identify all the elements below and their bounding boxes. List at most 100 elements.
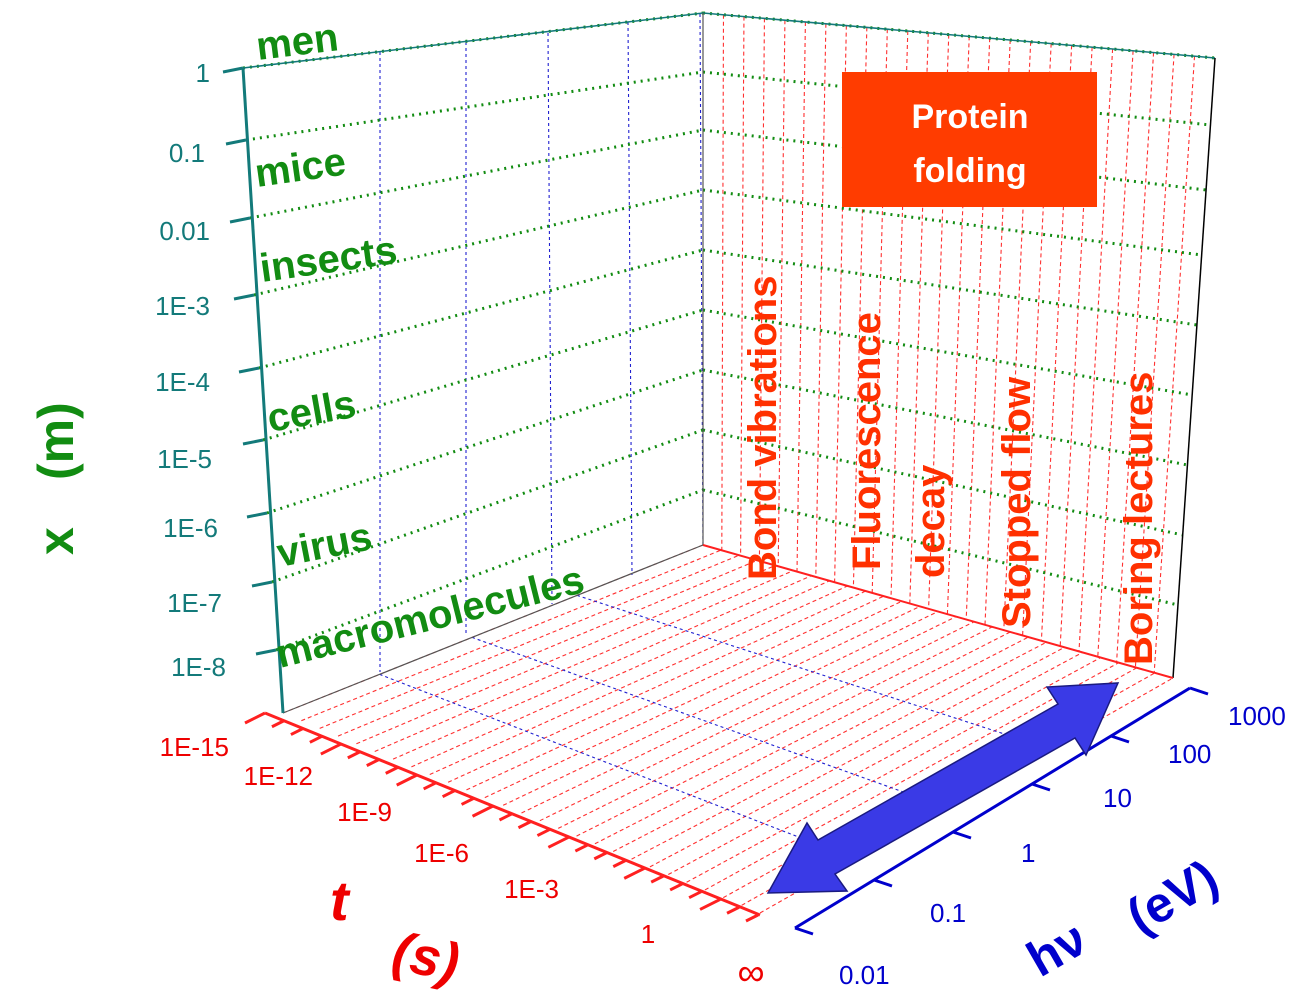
back-wall-time-gridline: [1134, 54, 1175, 668]
time-label-decay: decay: [909, 464, 953, 578]
floor-time-gridline: [356, 564, 776, 745]
t-axis-tick: [422, 781, 437, 791]
x-tick-label: 0.01: [159, 216, 210, 246]
size-gridline: [702, 368, 1188, 467]
t-axis-title: t (s): [330, 869, 465, 993]
t-axis-tick: [320, 742, 342, 756]
hv-axis-tick: [1031, 782, 1051, 792]
hv-axis-tick: [873, 878, 893, 888]
t-tick-label: 1E-9: [337, 797, 392, 827]
floor-time-gridline: [539, 616, 957, 822]
x-axis-tick: [242, 438, 264, 446]
t-axis-tick: [471, 804, 494, 818]
x-tick-label: 1E-6: [163, 513, 218, 543]
floor-energy-gridlines: [379, 594, 1050, 860]
floor-time-gridline: [649, 646, 1065, 868]
hv-axis-title: hν (eV): [1018, 849, 1228, 988]
x-axis-tick: [229, 216, 251, 224]
back-wall-time-gridline: [796, 21, 806, 572]
back-wall-time-gridline: [946, 36, 970, 615]
hv-axis-line: [794, 686, 1191, 930]
t-tick-label: 1: [641, 919, 655, 949]
back-wall-energy-gridline: [627, 21, 633, 576]
x-axis-tick: [233, 293, 255, 301]
hv-tick-label: 10: [1103, 783, 1132, 813]
back-wall-time-gridline: [965, 38, 991, 620]
t-axis-tick: [498, 812, 513, 822]
x-axis-line: [241, 67, 285, 714]
t-axis-tick: [574, 843, 589, 853]
back-wall-time-gridline: [1097, 50, 1134, 657]
floor-time-gridline: [466, 595, 885, 791]
t-axis-tick: [517, 820, 532, 830]
t-axis-title-unit: (s): [388, 921, 465, 993]
x-axis-tick: [225, 138, 247, 146]
protein-folding-line2: folding: [913, 152, 1026, 190]
x-axis-tick: [246, 511, 268, 519]
size-label-macromolecules: macromolecules: [272, 558, 589, 677]
box-frame: [242, 12, 1216, 714]
t-axis-tick: [669, 882, 683, 892]
t-axis-tick: [547, 835, 570, 849]
time-label-stopped-flow: Stopped flow: [995, 376, 1039, 628]
floor-time-gridline: [612, 636, 1029, 852]
hv-axis-title-unit: (eV): [1118, 849, 1228, 945]
floor-time-gridline: [686, 657, 1101, 883]
x-tick-label: 1E-3: [155, 291, 210, 321]
hv-axis-ticks: [794, 686, 1209, 936]
floor-time-gridline: [411, 580, 830, 768]
hv-axis: [794, 686, 1209, 936]
hv-axis-tick: [794, 926, 814, 936]
size-label-men: men: [254, 15, 341, 69]
floor-energy-gridline: [379, 673, 856, 860]
back-wall-time-gridline: [928, 34, 950, 609]
x-tick-label: 1E-5: [157, 444, 212, 474]
size-label-virus: virus: [273, 514, 375, 575]
back-wall-energy-gridline: [547, 32, 553, 605]
floor-time-gridline: [704, 662, 1120, 891]
t-axis-tick: [290, 727, 304, 736]
t-axis-tick: [623, 867, 645, 880]
hv-tick-label: 0.01: [839, 960, 890, 990]
size-gridline: [275, 488, 704, 652]
time-labels: Bond vibrations Fluorescence decay Stopp…: [741, 276, 1161, 665]
size-gridline: [245, 70, 704, 142]
x-axis-tick-labels: 1 0.1 0.01 1E-3 1E-4 1E-5 1E-6 1E-7 1E-8: [155, 58, 226, 682]
t-axis-tick: [385, 766, 399, 775]
size-label-cells: cells: [264, 382, 359, 441]
floor-time-gridline: [557, 621, 975, 829]
floor-time-gridline: [392, 575, 812, 760]
t-axis-tick: [536, 828, 551, 837]
t-tick-label-infinity: ∞: [737, 952, 764, 994]
t-axis-tick: [366, 758, 380, 767]
x-axis: [222, 66, 285, 714]
floor-time-gridline: [631, 641, 1047, 860]
hv-tick-label: 1: [1021, 838, 1035, 868]
floor-time-gridline: [521, 611, 939, 814]
x-axis-tick: [222, 66, 244, 74]
t-axis-tick: [271, 719, 285, 729]
t-axis-tick: [745, 913, 759, 923]
x-axis-title: x (m): [28, 402, 84, 555]
x-tick-label: 1E-4: [155, 367, 210, 397]
size-gridline: [702, 308, 1193, 397]
back-wall-time-gridline: [740, 16, 745, 556]
t-tick-label: 1E-15: [160, 732, 229, 762]
x-axis-title-unit: (m): [28, 402, 84, 480]
time-label-boring-lectures: Boring lectures: [1117, 372, 1161, 665]
t-tick-label: 1E-6: [414, 838, 469, 868]
x-axis-ticks: [222, 66, 277, 656]
time-label-fluorescence: Fluorescence: [845, 312, 889, 570]
back-floor-edge-left: [282, 544, 704, 714]
time-label-bond-vibrations: Bond vibrations: [741, 276, 785, 580]
t-axis-line: [264, 711, 761, 917]
right-edge: [1172, 57, 1216, 679]
floor-time-gridline: [374, 570, 794, 752]
hv-tick-label: 0.1: [930, 898, 966, 928]
t-axis-tick: [612, 859, 626, 868]
t-axis-tick: [309, 734, 323, 744]
floor-energy-gridline: [471, 636, 947, 808]
back-wall-time-gridline: [1116, 52, 1155, 663]
hv-axis-tick: [1189, 686, 1209, 696]
